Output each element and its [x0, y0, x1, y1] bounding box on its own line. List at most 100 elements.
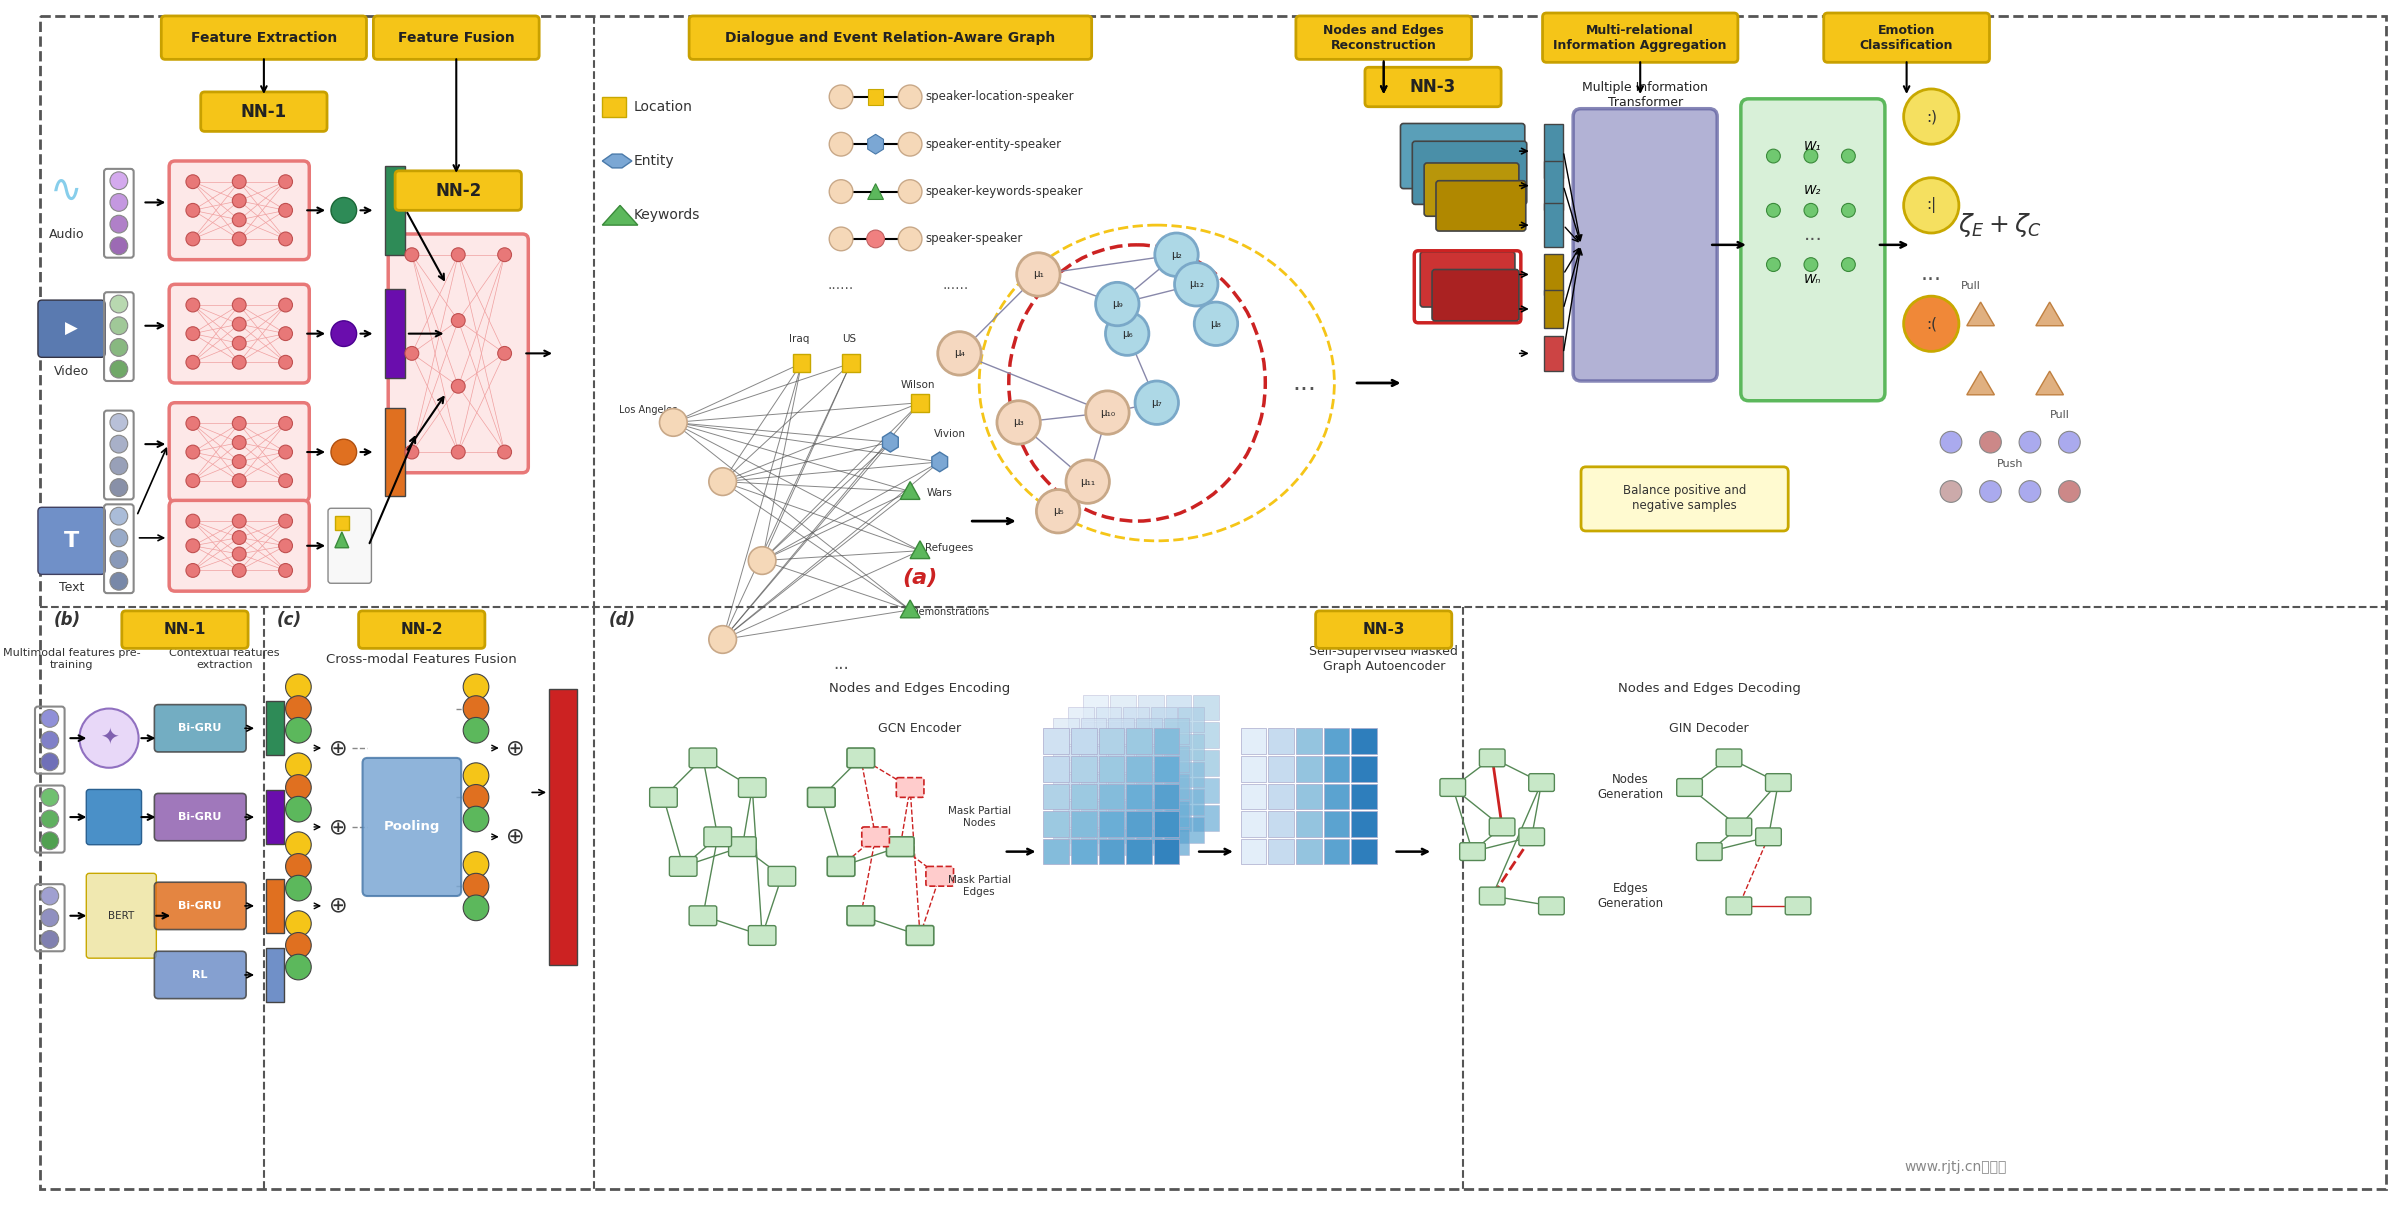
Bar — [1544, 290, 1563, 328]
Text: Nodes and Edges Encoding: Nodes and Edges Encoding — [828, 682, 1010, 695]
Bar — [1240, 783, 1266, 810]
Circle shape — [278, 233, 292, 246]
Bar — [1137, 801, 1161, 827]
Bar — [1350, 839, 1377, 864]
Bar — [385, 166, 405, 254]
Circle shape — [41, 753, 60, 771]
Circle shape — [285, 954, 311, 980]
Bar — [1111, 750, 1137, 776]
FancyBboxPatch shape — [153, 793, 247, 841]
Circle shape — [405, 248, 419, 261]
Text: Cross-modal Features Fusion: Cross-modal Features Fusion — [326, 653, 517, 665]
Text: :|: :| — [1927, 198, 1937, 213]
FancyBboxPatch shape — [1697, 842, 1721, 860]
Bar — [1192, 777, 1219, 804]
Text: (d): (d) — [608, 611, 637, 629]
Text: ▶: ▶ — [65, 319, 79, 337]
Circle shape — [1767, 204, 1781, 217]
Text: speaker-entity-speaker: speaker-entity-speaker — [926, 137, 1063, 151]
Bar — [1154, 783, 1180, 810]
Bar — [1192, 695, 1219, 721]
Bar — [1053, 801, 1080, 827]
FancyBboxPatch shape — [1432, 270, 1518, 321]
Bar — [1269, 811, 1293, 836]
FancyBboxPatch shape — [895, 777, 924, 798]
Circle shape — [41, 810, 60, 828]
Circle shape — [110, 194, 127, 211]
Polygon shape — [2035, 302, 2064, 325]
Text: Entity: Entity — [634, 154, 675, 167]
Circle shape — [232, 336, 247, 351]
Bar — [1137, 695, 1163, 721]
Bar — [1544, 336, 1563, 371]
Text: T: T — [65, 531, 79, 551]
Bar — [1137, 777, 1163, 804]
Bar — [1295, 728, 1321, 754]
Circle shape — [1841, 204, 1855, 217]
Circle shape — [462, 674, 488, 700]
Polygon shape — [1968, 302, 1994, 325]
Bar — [1295, 811, 1321, 836]
Circle shape — [232, 317, 247, 331]
Text: Los Angeles: Los Angeles — [620, 405, 678, 415]
Bar — [1080, 829, 1106, 854]
Circle shape — [232, 298, 247, 312]
Bar — [1269, 756, 1293, 782]
Bar — [1053, 774, 1080, 799]
Polygon shape — [1968, 371, 1994, 395]
Bar — [867, 89, 883, 105]
Circle shape — [2059, 431, 2080, 453]
FancyBboxPatch shape — [160, 16, 366, 59]
Text: ⊕: ⊕ — [328, 737, 347, 758]
Text: ∿: ∿ — [50, 171, 84, 210]
Polygon shape — [335, 531, 350, 548]
Text: ⊕: ⊕ — [505, 827, 524, 847]
Bar — [1137, 746, 1161, 771]
Circle shape — [498, 445, 512, 459]
Text: NN-1: NN-1 — [163, 622, 206, 637]
Text: Refugees: Refugees — [926, 542, 974, 553]
Text: NN-1: NN-1 — [242, 102, 287, 121]
Circle shape — [110, 413, 127, 431]
Circle shape — [462, 763, 488, 788]
Circle shape — [828, 133, 852, 157]
Bar — [1350, 811, 1377, 836]
Text: :): :) — [1925, 110, 1937, 124]
Text: ⊕: ⊕ — [328, 817, 347, 837]
FancyBboxPatch shape — [153, 705, 247, 752]
Circle shape — [1135, 381, 1178, 424]
Bar — [1544, 161, 1563, 211]
Circle shape — [1017, 253, 1061, 296]
Circle shape — [898, 133, 922, 157]
Text: speaker-location-speaker: speaker-location-speaker — [926, 90, 1075, 104]
Bar — [1044, 811, 1070, 836]
Circle shape — [232, 213, 247, 227]
Circle shape — [278, 445, 292, 459]
Bar — [1154, 811, 1180, 836]
Bar — [1068, 817, 1094, 842]
Text: Text: Text — [60, 581, 84, 594]
Bar — [1096, 789, 1120, 815]
FancyBboxPatch shape — [1518, 828, 1544, 846]
Bar — [1163, 801, 1190, 827]
Bar — [1068, 762, 1094, 788]
Bar — [1096, 762, 1120, 788]
Circle shape — [1065, 460, 1108, 504]
Bar — [1137, 829, 1161, 854]
Circle shape — [1805, 258, 1817, 271]
Circle shape — [285, 717, 311, 743]
Bar — [1152, 817, 1175, 842]
Bar — [1324, 756, 1350, 782]
Bar — [1295, 783, 1321, 810]
Bar — [1137, 774, 1161, 799]
Circle shape — [1087, 390, 1130, 434]
Text: Mask Partial
Nodes: Mask Partial Nodes — [948, 806, 1010, 828]
Circle shape — [1903, 296, 1958, 352]
Bar — [1099, 728, 1125, 754]
Text: μ₁: μ₁ — [1032, 270, 1044, 280]
FancyBboxPatch shape — [807, 788, 836, 807]
FancyBboxPatch shape — [1824, 13, 1989, 63]
Text: Pull: Pull — [2049, 410, 2068, 419]
Circle shape — [462, 806, 488, 831]
Text: Wilson: Wilson — [900, 380, 936, 390]
